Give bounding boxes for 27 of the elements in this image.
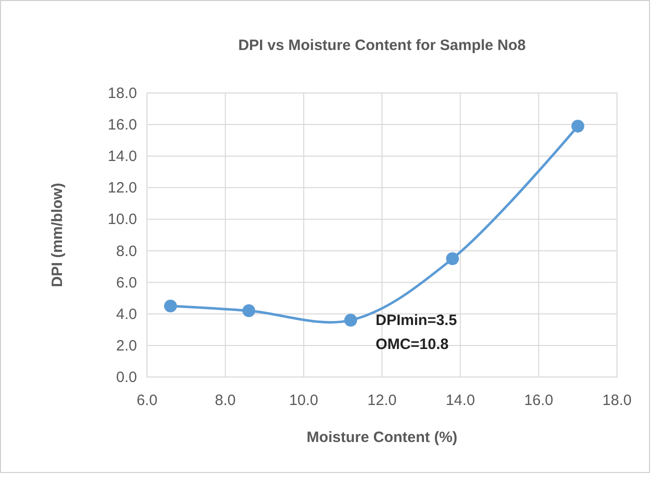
point [344, 314, 358, 327]
x-tick-label: 8.0 [214, 392, 236, 409]
annotation: OMC=10.8 [376, 336, 449, 354]
point [446, 252, 459, 266]
y-tick-label: 6.0 [116, 274, 137, 292]
chart-title: DPI vs Moisture Content for Sample No8 [238, 37, 526, 54]
x-tick-label: 18.0 [602, 392, 632, 409]
x-tick-label: 10.0 [289, 392, 318, 409]
x-axis-title: Moisture Content (%) [306, 429, 458, 446]
x-tick-label: 16.0 [524, 392, 554, 409]
y-tick-label: 18.0 [108, 85, 137, 102]
y-tick-label: 16.0 [108, 116, 137, 134]
point [571, 120, 584, 133]
y-tick-label: 8.0 [116, 242, 137, 260]
y-tick-label: 14.0 [108, 148, 137, 166]
x-tick-label: 14.0 [446, 392, 475, 409]
x-tick-label: 6.0 [136, 392, 158, 409]
x-tick-label: 12.0 [367, 392, 397, 409]
y-tick-label: 10.0 [108, 211, 137, 228]
point [242, 304, 256, 318]
y-tick-label: 4.0 [116, 306, 137, 323]
point [164, 300, 177, 312]
annotation: DPImin=3.5 [376, 312, 457, 330]
y-tick-label: 12.0 [108, 180, 137, 197]
y-tick-label: 2.0 [116, 337, 137, 354]
y-tick-label: 0.0 [116, 369, 137, 386]
y-axis-title: DPI (mm/blow) [49, 182, 66, 288]
